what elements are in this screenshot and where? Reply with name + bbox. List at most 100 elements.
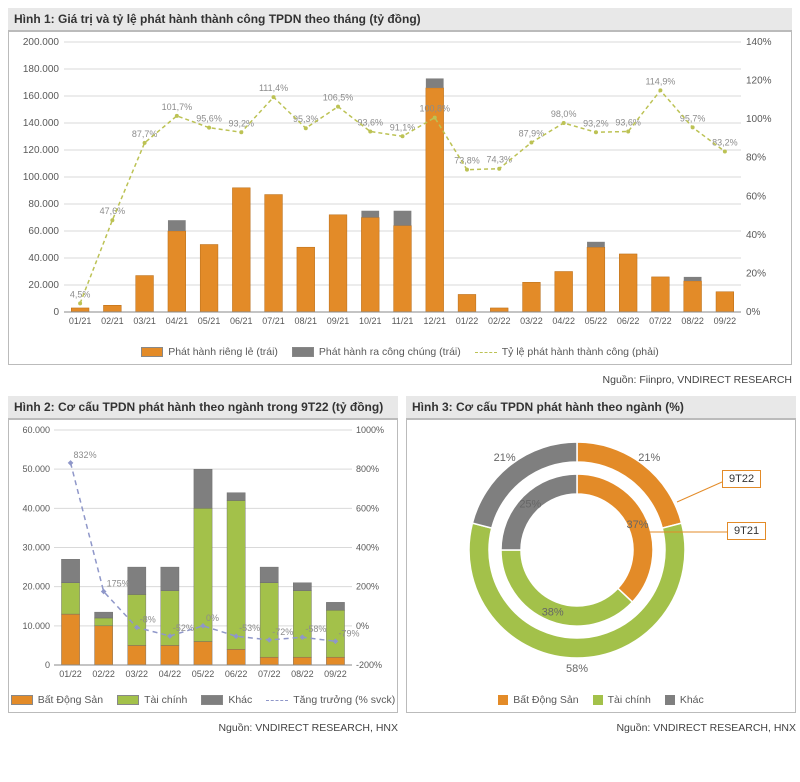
fig1-legend: Phát hành riêng lẻ (trái) Phát hành ra c… [9, 342, 791, 364]
fig2-title: Hình 2: Cơ cấu TPDN phát hành theo ngành… [8, 396, 398, 419]
svg-text:87,9%: 87,9% [519, 128, 545, 138]
svg-text:20%: 20% [746, 268, 766, 279]
svg-text:60%: 60% [746, 191, 766, 202]
svg-text:400%: 400% [356, 543, 379, 553]
svg-text:600%: 600% [356, 503, 379, 513]
legend-bds3: Bất Động Sản [513, 694, 578, 706]
svg-text:30.000: 30.000 [22, 543, 50, 553]
svg-text:10.000: 10.000 [22, 621, 50, 631]
fig1-title: Hình 1: Giá trị và tỷ lệ phát hành thành… [8, 8, 792, 31]
svg-text:60.000: 60.000 [22, 425, 50, 435]
svg-text:20.000: 20.000 [22, 582, 50, 592]
svg-text:07/22: 07/22 [649, 316, 672, 326]
svg-text:0: 0 [45, 660, 50, 670]
svg-text:05/21: 05/21 [198, 316, 221, 326]
svg-text:80%: 80% [746, 153, 766, 164]
svg-text:03/22: 03/22 [126, 669, 149, 679]
svg-text:08/21: 08/21 [295, 316, 318, 326]
fig3-legend: Bất Động Sản Tài chính Khác [407, 690, 795, 712]
svg-text:120.000: 120.000 [23, 145, 60, 156]
fig1-source: Nguồn: Fiinpro, VNDIRECT RESEARCH [8, 371, 792, 386]
svg-text:114,9%: 114,9% [645, 76, 675, 86]
svg-text:180.000: 180.000 [23, 64, 60, 75]
legend-private: Phát hành riêng lẻ (trái) [168, 346, 278, 358]
svg-text:47,6%: 47,6% [100, 206, 126, 216]
svg-text:95,6%: 95,6% [196, 114, 222, 124]
svg-text:12/21: 12/21 [423, 316, 446, 326]
legend-growth: Tăng trưởng (% svck) [293, 694, 395, 706]
svg-text:95,3%: 95,3% [293, 114, 319, 124]
svg-text:25%: 25% [519, 498, 541, 510]
legend-khac3: Khác [680, 694, 704, 706]
svg-text:06/22: 06/22 [225, 669, 248, 679]
svg-text:95,7%: 95,7% [680, 113, 706, 123]
svg-text:38%: 38% [542, 606, 564, 618]
svg-text:93,2%: 93,2% [583, 118, 609, 128]
svg-text:98,0%: 98,0% [551, 109, 577, 119]
svg-text:101,7%: 101,7% [162, 102, 193, 112]
fig3-title: Hình 3: Cơ cấu TPDN phát hành theo ngành… [406, 396, 796, 419]
svg-text:111,4%: 111,4% [259, 83, 288, 93]
svg-text:04/21: 04/21 [166, 316, 189, 326]
svg-text:40.000: 40.000 [28, 253, 59, 264]
svg-text:4,5%: 4,5% [70, 289, 91, 299]
svg-text:50.000: 50.000 [22, 464, 50, 474]
svg-text:58%: 58% [566, 663, 588, 675]
svg-text:80.000: 80.000 [28, 199, 59, 210]
svg-text:40%: 40% [746, 230, 766, 241]
svg-text:21%: 21% [494, 452, 516, 464]
svg-text:37%: 37% [627, 519, 649, 531]
svg-text:21%: 21% [638, 452, 660, 464]
svg-text:-200%: -200% [356, 660, 382, 670]
svg-text:140%: 140% [746, 37, 772, 48]
fig2-legend: Bất Động Sản Tài chính Khác Tăng trưởng … [9, 690, 397, 712]
svg-text:20.000: 20.000 [28, 280, 59, 291]
svg-text:-52%: -52% [173, 623, 194, 633]
svg-text:0: 0 [53, 307, 59, 318]
svg-text:87,7%: 87,7% [132, 129, 158, 139]
svg-text:40.000: 40.000 [22, 503, 50, 513]
svg-text:08/22: 08/22 [291, 669, 314, 679]
svg-text:100%: 100% [746, 114, 772, 125]
legend-khac: Khác [228, 694, 252, 706]
svg-text:07/21: 07/21 [262, 316, 285, 326]
svg-text:04/22: 04/22 [159, 669, 182, 679]
callout-9t21: 9T21 [727, 522, 766, 540]
svg-text:106,5%: 106,5% [323, 93, 354, 103]
svg-text:02/22: 02/22 [92, 669, 115, 679]
svg-text:10/21: 10/21 [359, 316, 382, 326]
svg-text:-53%: -53% [239, 623, 260, 633]
svg-text:1000%: 1000% [356, 425, 384, 435]
svg-text:100.000: 100.000 [23, 172, 60, 183]
svg-text:01/22: 01/22 [456, 316, 479, 326]
svg-text:-8%: -8% [140, 614, 156, 624]
svg-text:02/22: 02/22 [488, 316, 511, 326]
callout-9t22: 9T22 [722, 470, 761, 488]
svg-text:05/22: 05/22 [192, 669, 215, 679]
svg-text:83,2%: 83,2% [712, 138, 738, 148]
svg-text:02/21: 02/21 [101, 316, 124, 326]
svg-text:11/21: 11/21 [392, 316, 414, 326]
legend-tc3: Tài chính [608, 694, 651, 706]
svg-text:09/22: 09/22 [714, 316, 737, 326]
svg-text:832%: 832% [74, 450, 97, 460]
svg-text:06/21: 06/21 [230, 316, 253, 326]
svg-text:73,8%: 73,8% [454, 156, 480, 166]
svg-text:175%: 175% [107, 579, 130, 589]
svg-text:01/21: 01/21 [69, 316, 92, 326]
fig3-chart: 21% 58% 21% 37% 38% 25% 9T22 9T21 Bất Động Sả… [406, 419, 796, 713]
svg-text:100,8%: 100,8% [419, 104, 450, 114]
svg-text:800%: 800% [356, 464, 379, 474]
svg-text:07/22: 07/22 [258, 669, 281, 679]
svg-text:200%: 200% [356, 582, 379, 592]
svg-text:09/21: 09/21 [327, 316, 350, 326]
svg-text:160.000: 160.000 [23, 91, 60, 102]
svg-text:09/22: 09/22 [324, 669, 347, 679]
svg-text:91,1%: 91,1% [390, 122, 416, 132]
svg-text:0%: 0% [206, 613, 219, 623]
svg-text:-72%: -72% [272, 627, 293, 637]
svg-text:74,3%: 74,3% [486, 155, 512, 165]
svg-text:04/22: 04/22 [552, 316, 575, 326]
svg-text:-79%: -79% [338, 628, 359, 638]
fig2-source: Nguồn: VNDIRECT RESEARCH, HNX [8, 719, 398, 734]
